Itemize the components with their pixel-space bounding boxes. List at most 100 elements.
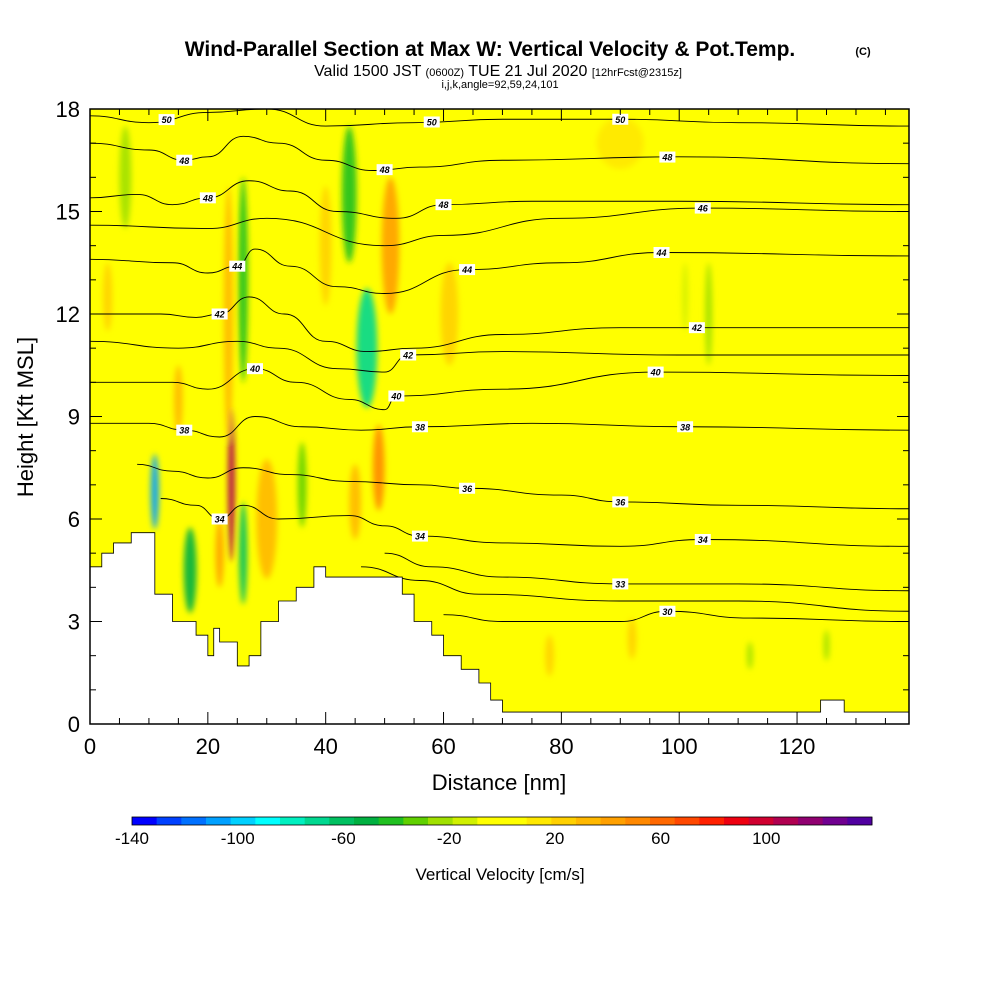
contour-label-38: 38 <box>415 422 425 432</box>
contour-label-34: 34 <box>215 515 225 525</box>
contour-label-bg <box>435 199 452 211</box>
colorbar-swatch <box>822 817 848 825</box>
velocity-cell-24 <box>102 262 113 332</box>
isentrope-48-2 <box>90 180 909 219</box>
contour-label-30: 30 <box>662 607 672 617</box>
isentrope-30-13 <box>443 610 909 622</box>
contour-label-bg <box>653 247 670 258</box>
contour-label-50: 50 <box>615 115 625 125</box>
colorbar-swatch <box>625 817 651 825</box>
colorbar-swatch <box>674 817 700 825</box>
colorbar-swatch <box>304 817 330 825</box>
contour-label-bg <box>694 534 711 545</box>
velocity-cell-9 <box>356 288 378 408</box>
x-tick-label: 80 <box>549 734 573 759</box>
colorbar-swatch <box>724 817 750 825</box>
y-axis-label: Height [Kft MSL] <box>13 337 38 497</box>
velocity-cell-3 <box>238 177 248 383</box>
contour-label-33: 33 <box>615 579 625 589</box>
colorbar-swatch <box>181 817 207 825</box>
velocity-cell-22 <box>627 618 637 660</box>
colorbar-swatch <box>600 817 626 825</box>
colorbar-swatch <box>132 817 158 825</box>
y-tick-label: 18 <box>56 97 80 122</box>
colorbar-tick-label: -60 <box>331 829 356 848</box>
contour-label-46: 46 <box>697 204 709 214</box>
colorbar-swatch <box>798 817 824 825</box>
contour-label-bg <box>388 390 405 402</box>
colorbar-swatch <box>847 817 873 825</box>
isentrope-50-0 <box>90 109 909 127</box>
contour-label-bg <box>459 264 476 276</box>
velocity-cell-12 <box>372 425 385 511</box>
colorbar-swatch <box>650 817 676 825</box>
x-tick-label: 20 <box>196 734 220 759</box>
x-axis-label: Distance [nm] <box>432 770 567 795</box>
contour-label-44: 44 <box>231 262 242 272</box>
colorbar-swatch <box>156 817 182 825</box>
grid-indices: i,j,k,angle=92,59,24,101 <box>441 79 558 91</box>
contour-label-bg <box>647 366 664 378</box>
isentrope-33-11 <box>384 552 909 592</box>
contour-label-bg <box>612 113 629 125</box>
contour-label-bg <box>612 578 629 590</box>
velocity-cell-20 <box>746 642 753 670</box>
x-tick-label: 100 <box>661 734 698 759</box>
colorbar-tick-label: -140 <box>115 829 149 848</box>
contour-label-34: 34 <box>698 535 708 545</box>
velocity-cell-6 <box>215 519 224 588</box>
y-tick-label: 9 <box>68 405 80 430</box>
valid-time: Valid 1500 JST <box>314 63 422 80</box>
colorbar-tick-label: 20 <box>545 829 564 848</box>
colorbar-tick-label: 100 <box>752 829 780 848</box>
contour-label-bg <box>246 363 263 375</box>
contour-label-bg <box>659 605 676 617</box>
isentrope-36-9 <box>137 463 909 510</box>
contour-label-42: 42 <box>691 323 702 333</box>
contour-label-bg <box>677 421 694 433</box>
contour-label-38: 38 <box>179 426 189 436</box>
velocity-cell-7 <box>256 459 278 579</box>
velocity-cell-5 <box>183 527 197 613</box>
contour-label-bg <box>688 322 705 334</box>
contour-label-bg <box>229 260 246 272</box>
contour-label-bg <box>659 151 676 163</box>
colorbar-swatch <box>280 817 306 825</box>
y-tick-label: 0 <box>68 712 80 737</box>
contour-label-bg <box>400 349 417 361</box>
velocity-cell-14 <box>319 185 332 306</box>
contour-label-38: 38 <box>680 422 690 432</box>
valid-line: Valid 1500 JST (0600Z) TUE 21 Jul 2020 [… <box>314 63 682 80</box>
colorbar-label: Vertical Velocity [cm/s] <box>415 865 584 884</box>
valid-zulu: (0600Z) <box>426 67 465 79</box>
colorbar-swatch <box>477 817 503 825</box>
velocity-cell-25 <box>173 365 183 434</box>
plot-area: 50 50 50 48 48 48 48 48 46 44 44 44 42 42 42 40 40 40 38 38… <box>90 109 909 724</box>
velocity-cell-21 <box>545 635 555 677</box>
colorbar-swatch <box>428 817 454 825</box>
x-tick-label: 60 <box>431 734 455 759</box>
contour-label-48: 48 <box>178 156 189 166</box>
velocity-cell-16 <box>682 262 689 332</box>
contour-label-44: 44 <box>656 248 667 258</box>
colorbar-swatch <box>526 817 552 825</box>
contour-label-bg <box>411 530 428 542</box>
colorbar-swatch <box>773 817 799 825</box>
y-tick-label: 6 <box>68 507 80 532</box>
contour-label-44: 44 <box>461 265 472 275</box>
y-tick-label: 15 <box>56 200 80 225</box>
isentrope-42-6 <box>90 340 909 373</box>
colorbar-swatch <box>551 817 577 825</box>
contour-label-40: 40 <box>390 392 401 402</box>
colorbar-frame <box>131 816 873 826</box>
colorbar-swatch <box>748 817 774 825</box>
velocity-cell-10 <box>341 126 357 263</box>
contour-label-bg <box>694 202 711 214</box>
contour-label-bg <box>376 164 393 176</box>
contour-label-bg <box>158 114 175 126</box>
contour-label-bg <box>612 496 629 508</box>
velocity-cell-1 <box>223 185 234 443</box>
velocity-cell-2 <box>239 501 248 605</box>
contour-label-bg <box>176 154 193 166</box>
